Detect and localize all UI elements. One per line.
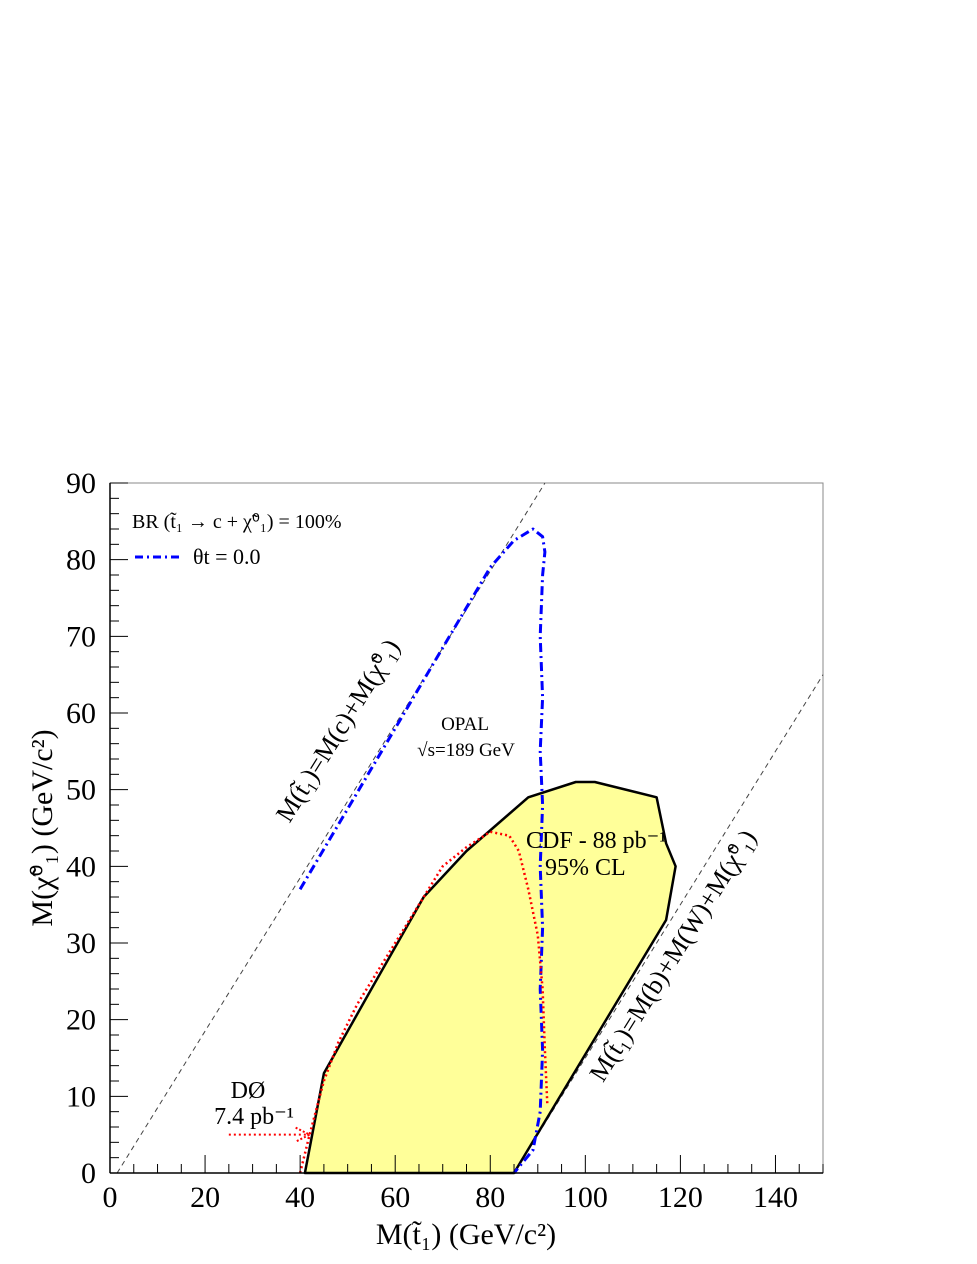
- x-tick-label: 140: [753, 1181, 798, 1214]
- y-tick-label: 70: [66, 620, 96, 653]
- y-tick-label: 80: [66, 544, 96, 577]
- d0-arrow-head: [295, 1126, 312, 1143]
- opal-energy-label: √s=189 GeV: [417, 740, 515, 761]
- x-axis-title: M(t̃₁) (GeV/c²): [376, 1218, 556, 1251]
- opal-label: OPAL: [441, 714, 489, 735]
- y-tick-label: 10: [66, 1080, 96, 1113]
- d0-label: DØ: [231, 1078, 266, 1104]
- legend-header: BR (t̃₁ → c + χ̃⁰₁) = 100%: [132, 511, 342, 533]
- d0-lumi-label: 7.4 pb⁻¹: [214, 1104, 294, 1130]
- y-tick-label: 90: [66, 467, 96, 500]
- y-axis-title: M(χ̃⁰₁) (GeV/c²): [26, 729, 59, 926]
- y-tick-label: 40: [66, 850, 96, 883]
- x-tick-label: 120: [658, 1181, 703, 1214]
- cdf-excluded-region: [303, 780, 677, 1175]
- legend-entry-label: θt = 0.0: [193, 544, 261, 569]
- d0-contour-line: [298, 830, 549, 1174]
- x-tick-label: 100: [563, 1181, 608, 1214]
- x-tick-label: 20: [190, 1181, 220, 1214]
- y-tick-label: 60: [66, 697, 96, 730]
- x-tick-label: 0: [103, 1181, 118, 1214]
- cdf-cl-label: 95% CL: [545, 855, 626, 881]
- y-tick-label: 20: [66, 1004, 96, 1037]
- ref-line-label-charm: M(t̃₁)=M(c)+M(χ̃⁰₁): [270, 634, 406, 827]
- x-tick-label: 80: [475, 1181, 505, 1214]
- y-tick-label: 0: [81, 1157, 96, 1190]
- x-tick-label: 60: [380, 1181, 410, 1214]
- y-tick-label: 50: [66, 774, 96, 807]
- reference-line-0: [116, 482, 546, 1174]
- y-tick-label: 30: [66, 927, 96, 960]
- opal-contour-line: [298, 527, 547, 1174]
- cdf-label: CDF - 88 pb⁻¹: [526, 828, 667, 854]
- reference-line-1: [513, 674, 824, 1174]
- x-tick-label: 40: [285, 1181, 315, 1214]
